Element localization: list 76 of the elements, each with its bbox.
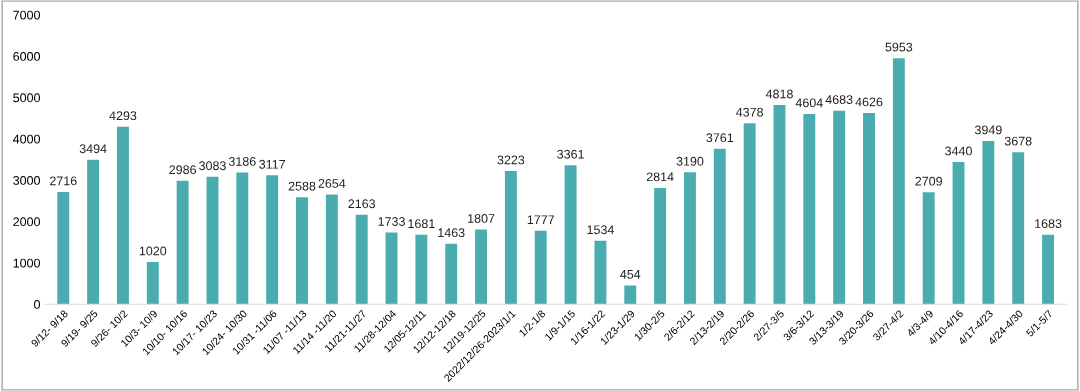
bar: [355, 214, 368, 305]
data-label: 1463: [438, 228, 465, 238]
data-label: 2986: [169, 165, 196, 175]
data-label: 1681: [408, 219, 435, 229]
data-label: 4626: [855, 97, 883, 107]
data-label: 3761: [706, 133, 734, 143]
bar: [713, 148, 726, 305]
data-label: 5953: [885, 42, 913, 52]
bar: [87, 159, 100, 305]
bar: [683, 172, 696, 305]
data-label: 1020: [139, 246, 167, 256]
data-label: 4683: [825, 95, 853, 104]
data-label: 2654: [318, 179, 346, 188]
y-tick-label: 0: [34, 300, 41, 309]
bar: [475, 229, 488, 305]
bar: [415, 234, 428, 305]
data-label: 3186: [228, 157, 256, 166]
y-tick-label: 2000: [13, 217, 41, 227]
bar: [982, 140, 995, 305]
y-tick-label: 7000: [13, 10, 41, 20]
data-label: 4818: [765, 89, 793, 99]
data-label: 3440: [945, 146, 972, 156]
data-label: 2163: [348, 199, 376, 209]
data-label: 3678: [1004, 136, 1032, 146]
bar: [1012, 152, 1025, 305]
bar: [116, 126, 129, 305]
data-label: 3190: [676, 156, 704, 166]
data-label: 3949: [974, 125, 1002, 135]
bar: [1042, 234, 1055, 305]
bar: [176, 180, 189, 305]
bar: [833, 110, 846, 305]
bar: [743, 123, 756, 305]
bar: [325, 194, 338, 305]
data-label: 1733: [378, 217, 405, 226]
bar: [773, 105, 786, 305]
bar: [236, 172, 249, 305]
y-tick-label: 3000: [13, 176, 41, 185]
bar: [266, 175, 279, 305]
bar: [534, 230, 547, 305]
bar: [594, 240, 607, 305]
bar: [564, 165, 577, 305]
y-tick-label: 5000: [13, 93, 41, 103]
data-label: 1683: [1035, 219, 1062, 228]
bar: [445, 243, 458, 305]
y-tick-label: 4000: [12, 134, 41, 144]
data-label: 1777: [527, 215, 555, 224]
bar: [57, 191, 70, 305]
data-label: 3117: [259, 159, 285, 169]
bar: [654, 187, 667, 305]
data-label: 3361: [557, 149, 584, 159]
bar: [296, 197, 308, 305]
bar: [206, 176, 219, 305]
bar: [952, 162, 965, 305]
y-tick-label: 1000: [13, 258, 41, 268]
bar: [504, 170, 517, 305]
data-label: 2709: [915, 176, 942, 186]
data-label: 2814: [646, 172, 674, 182]
data-label: 3494: [79, 144, 107, 154]
bar: [892, 58, 905, 305]
bar: [922, 192, 935, 305]
bar: [624, 285, 637, 305]
data-label: 4378: [736, 107, 763, 117]
data-label: 2716: [49, 176, 77, 186]
bar: [146, 262, 159, 305]
data-label: 4293: [109, 111, 137, 121]
data-label: 2588: [288, 181, 316, 191]
data-label: 3223: [497, 155, 525, 165]
y-tick-label: 6000: [13, 51, 41, 61]
bar: [863, 112, 875, 305]
bar: [385, 232, 398, 305]
data-label: 454: [620, 270, 641, 279]
data-label: 1807: [468, 214, 495, 223]
data-label: 3083: [199, 161, 226, 171]
bar: [803, 113, 816, 305]
data-label: 1534: [587, 225, 614, 235]
data-label: 4604: [795, 98, 823, 108]
